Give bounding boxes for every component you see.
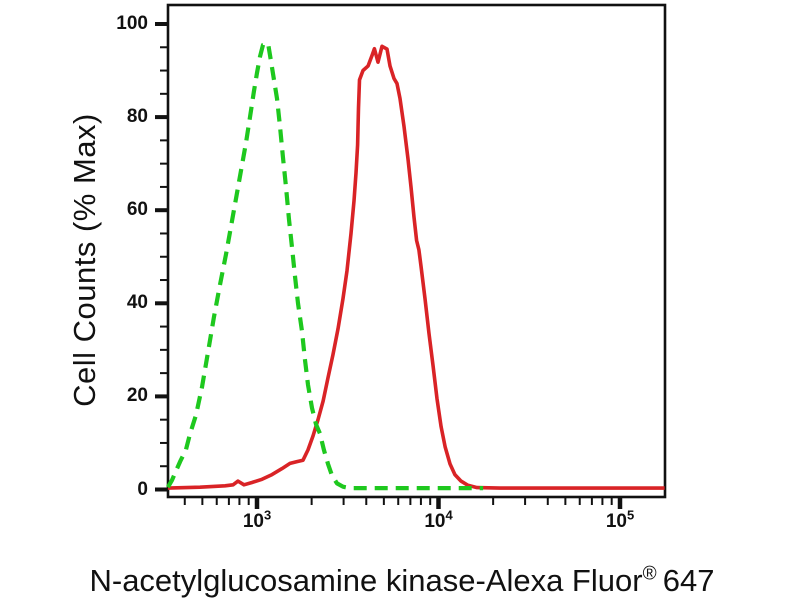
y-tick-label-60: 60: [126, 199, 148, 221]
y-tick-label-40: 40: [126, 292, 148, 314]
y-tick-label-100: 100: [116, 13, 148, 34]
y-axis-title: Cell Counts (% Max): [67, 113, 102, 407]
x-axis-title-suffix: 647: [656, 563, 715, 598]
registered-trademark-symbol: ®: [642, 563, 657, 585]
x-axis-title-text: N-acetylglucosamine kinase-Alexa Fluor: [89, 563, 643, 598]
x-tick-label-10e4: 104: [424, 507, 453, 532]
y-tick-label-0: 0: [137, 478, 148, 500]
y-tick-label-80: 80: [126, 106, 148, 128]
x-axis-title: N-acetylglucosamine kinase-Alexa Fluor® …: [0, 563, 800, 599]
red-solid-stained-curve: [167, 44, 665, 490]
x-tick-label-10e5: 105: [605, 507, 635, 532]
green-dashed-control-curve: [166, 41, 484, 491]
x-tick-label-10e3: 103: [242, 507, 272, 532]
y-tick-label-20: 20: [126, 385, 148, 407]
plot-frame: [166, 3, 667, 499]
